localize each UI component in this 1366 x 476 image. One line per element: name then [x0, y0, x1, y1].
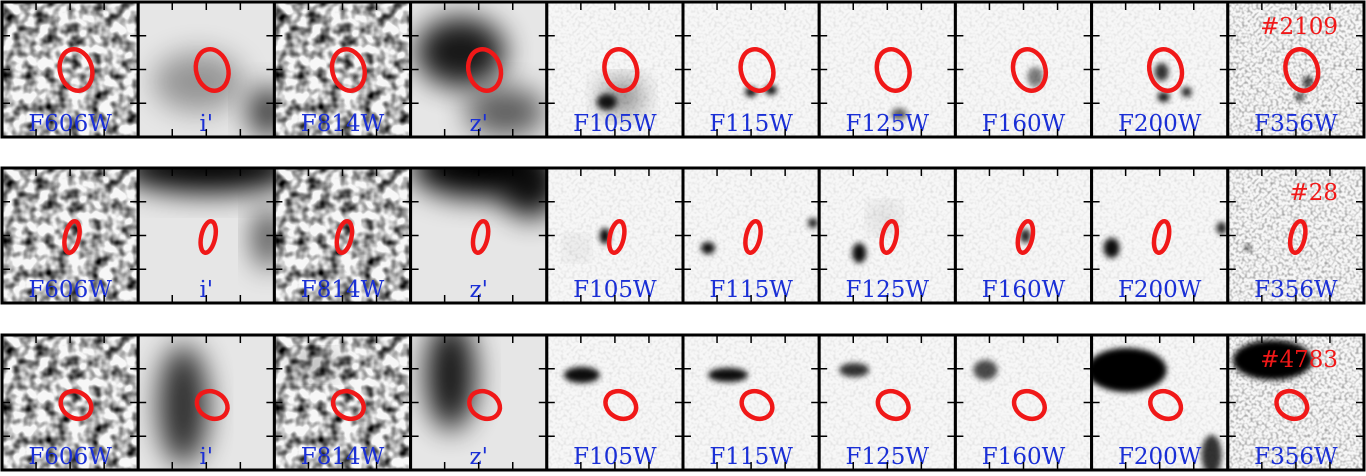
cutout-panel: z' — [410, 2, 547, 137]
aperture — [1146, 47, 1185, 93]
cutout-panel: F125W — [819, 2, 956, 137]
cutout-panel: F356W — [1227, 168, 1365, 303]
cutout-panel: F105W — [546, 168, 683, 303]
aperture — [57, 47, 95, 93]
cutout-row: F606W i' F814W z' F105W F115W F125W F160W F200W F… — [0, 166, 1366, 305]
cutout-panel: F200W — [1091, 2, 1228, 137]
panel-border — [1226, 166, 1366, 305]
aperture — [1151, 219, 1172, 255]
cutout-panel: F356W — [1227, 335, 1365, 470]
cutout-panel: i' — [138, 2, 275, 137]
cutout-panel: F105W — [546, 335, 683, 470]
aperture — [739, 388, 775, 422]
aperture — [1011, 388, 1047, 422]
aperture — [198, 219, 219, 255]
aperture — [330, 388, 366, 422]
cutout-panel: F606W — [2, 335, 139, 470]
aperture — [334, 219, 355, 255]
aperture — [602, 47, 640, 93]
object-id: #28 — [1289, 180, 1338, 206]
aperture — [193, 47, 231, 93]
filter-label: z' — [469, 444, 487, 470]
filter-label: i' — [199, 111, 213, 137]
aperture — [1287, 219, 1308, 255]
aperture — [1283, 47, 1321, 93]
cutout-panel: F115W — [683, 335, 820, 470]
panel-border — [1226, 333, 1366, 472]
aperture — [467, 388, 503, 422]
aperture — [1015, 219, 1036, 255]
cutout-panel: z' — [410, 168, 547, 303]
aperture — [58, 388, 94, 422]
object-id: #4783 — [1260, 347, 1338, 373]
aperture — [329, 47, 368, 93]
aperture — [1274, 388, 1310, 422]
cutout-panel: F814W — [274, 2, 411, 137]
cutout-panel: F814W — [274, 168, 411, 303]
cutout-row: F606W i' F814W z' F105W F115W F125W F160W F200W F… — [0, 333, 1366, 472]
aperture — [62, 219, 82, 255]
cutout-panel: z' — [410, 335, 547, 470]
object-id: #2109 — [1260, 14, 1338, 40]
filter-label: i' — [199, 444, 213, 470]
cutout-panel: F200W — [1091, 335, 1228, 470]
cutout-panel: F115W — [683, 168, 820, 303]
aperture — [738, 47, 776, 93]
cutout-panel: F160W — [955, 168, 1092, 303]
aperture — [875, 388, 911, 422]
cutout-panel: F200W — [1091, 168, 1228, 303]
cutout-panel: F105W — [546, 2, 683, 137]
cutout-panel: F125W — [819, 168, 956, 303]
panel-border — [1226, 0, 1366, 139]
aperture — [879, 219, 900, 255]
filter-label: z' — [469, 111, 487, 137]
cutout-row: F606W i' F814W z' F105W F115W F125W F160W F200W F… — [0, 0, 1366, 139]
aperture — [606, 219, 627, 255]
cutout-panel: F115W — [683, 2, 820, 137]
aperture — [603, 388, 639, 422]
cutout-panel: F160W — [955, 2, 1092, 137]
aperture — [1148, 388, 1184, 422]
aperture — [874, 47, 912, 93]
cutout-panel: i' — [138, 168, 275, 303]
cutout-panel: F125W — [819, 335, 956, 470]
aperture — [743, 219, 763, 255]
cutout-panel: F160W — [955, 335, 1092, 470]
aperture — [194, 388, 230, 422]
cutout-panel: F606W — [2, 2, 139, 137]
cutout-panel: F814W — [274, 335, 411, 470]
filter-label: i' — [199, 277, 213, 303]
filter-label: z' — [469, 277, 487, 303]
aperture — [465, 47, 504, 93]
cutout-panel: F356W — [1227, 2, 1365, 137]
aperture — [470, 219, 491, 255]
aperture — [1010, 47, 1049, 93]
cutout-panel: F606W — [2, 168, 139, 303]
cutout-panel: i' — [138, 335, 275, 470]
